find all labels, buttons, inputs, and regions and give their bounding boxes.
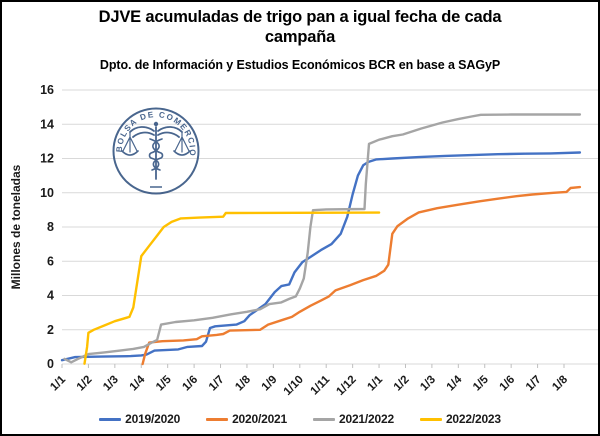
x-tick-label: 1/8 [233,373,253,393]
chart-subtitle: Dpto. de Información y Estudios Económic… [99,58,501,72]
x-tick-label: 1/11 [308,373,332,397]
legend-swatch-icon [99,417,122,421]
legend-item-2021-2022: 2021/2022 [313,412,394,426]
x-tick-label: 1/3 [101,374,121,394]
x-tick-label: 1/5 [471,373,491,393]
legend-label: 2021/2022 [339,412,394,426]
legend-item-2022-2023: 2022/2023 [419,412,501,426]
x-tick-label: 1/12 [334,374,358,398]
y-tick-label: 6 [47,254,54,268]
x-tick-label: 1/5 [154,373,174,393]
y-axis-title: Millones de toneladas [9,164,23,289]
x-tick-label: 1/10 [282,374,306,398]
series-line-2020-2021 [141,185,582,366]
legend-label: 2022/2023 [445,412,501,426]
y-tick-label: 8 [47,220,54,234]
x-tick-label: 1/6 [497,374,517,394]
legend-swatch-icon [206,417,229,421]
x-tick-label: 1/3 [418,374,438,394]
chart-legend: 2019/2020 2020/2021 2021/2022 2022/2023 [2,412,598,426]
legend-label: 2020/2021 [232,412,287,426]
y-tick-label: 16 [40,83,54,97]
legend-swatch-icon [419,417,442,421]
series-line-2019-2020 [60,151,582,362]
y-tick-label: 10 [40,186,54,200]
x-tick-label: 1/1 [48,373,68,393]
series-line-2022-2023 [83,211,381,365]
caduceus-scales-icon [121,121,191,180]
chart-title: DJVE acumuladas de trigo pan a igual fec… [98,8,502,47]
legend-label: 2019/2020 [125,412,181,426]
x-tick-label: 1/4 [445,373,465,393]
y-tick-label: 12 [40,152,54,166]
y-tick-label: 4 [47,289,54,303]
legend-item-2019-2020: 2019/2020 [99,412,180,426]
x-tick-label: 1/2 [392,374,412,394]
x-tick-label: 1/1 [365,373,385,393]
x-tick-label: 1/2 [75,374,95,394]
bcr-logo: BOLSA DE COMERCIO DE ROSARIO [112,107,200,195]
y-tick-label: 14 [40,117,54,131]
y-tick-label: 0 [47,357,54,371]
legend-item-2020-2021: 2020/2021 [206,412,287,426]
x-tick-label: 1/8 [550,373,570,393]
y-tick-label: 2 [47,323,54,337]
legend-swatch-icon [313,417,335,421]
logo-outer-ring [112,107,200,195]
x-tick-label: 1/6 [180,374,200,394]
x-tick-label: 1/9 [260,374,280,394]
x-tick-label: 1/4 [128,373,148,393]
series-line-2021-2022 [63,113,582,364]
x-tick-label: 1/7 [524,374,544,394]
x-tick-label: 1/7 [207,374,227,394]
